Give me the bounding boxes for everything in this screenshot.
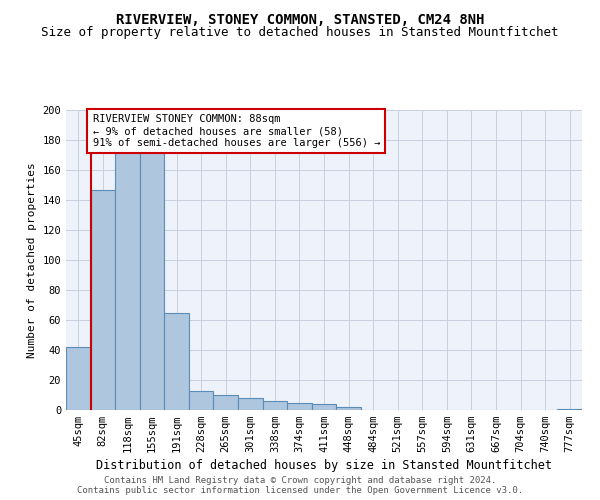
Text: Contains public sector information licensed under the Open Government Licence v3: Contains public sector information licen…	[77, 486, 523, 495]
Bar	[189, 390, 214, 410]
Bar	[557, 408, 582, 410]
Y-axis label: Number of detached properties: Number of detached properties	[27, 162, 37, 358]
Bar	[238, 398, 263, 410]
Bar	[263, 401, 287, 410]
X-axis label: Distribution of detached houses by size in Stansted Mountfitchet: Distribution of detached houses by size …	[96, 460, 552, 472]
Text: RIVERVIEW STONEY COMMON: 88sqm
← 9% of detached houses are smaller (58)
91% of s: RIVERVIEW STONEY COMMON: 88sqm ← 9% of d…	[92, 114, 380, 148]
Bar	[287, 402, 312, 410]
Bar	[164, 312, 189, 410]
Bar	[115, 125, 140, 410]
Bar	[312, 404, 336, 410]
Bar	[66, 347, 91, 410]
Bar	[140, 125, 164, 410]
Text: RIVERVIEW, STONEY COMMON, STANSTED, CM24 8NH: RIVERVIEW, STONEY COMMON, STANSTED, CM24…	[116, 12, 484, 26]
Bar	[336, 407, 361, 410]
Bar	[91, 190, 115, 410]
Bar	[214, 395, 238, 410]
Text: Size of property relative to detached houses in Stansted Mountfitchet: Size of property relative to detached ho…	[41, 26, 559, 39]
Text: Contains HM Land Registry data © Crown copyright and database right 2024.: Contains HM Land Registry data © Crown c…	[104, 476, 496, 485]
